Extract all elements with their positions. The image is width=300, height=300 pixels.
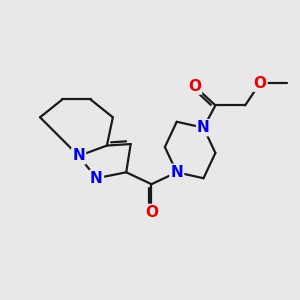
Text: N: N [197,120,210,135]
Text: N: N [72,148,85,164]
Text: N: N [170,165,183,180]
Text: N: N [90,171,103,186]
Text: O: O [145,205,158,220]
Text: O: O [188,79,201,94]
Text: O: O [254,76,266,91]
